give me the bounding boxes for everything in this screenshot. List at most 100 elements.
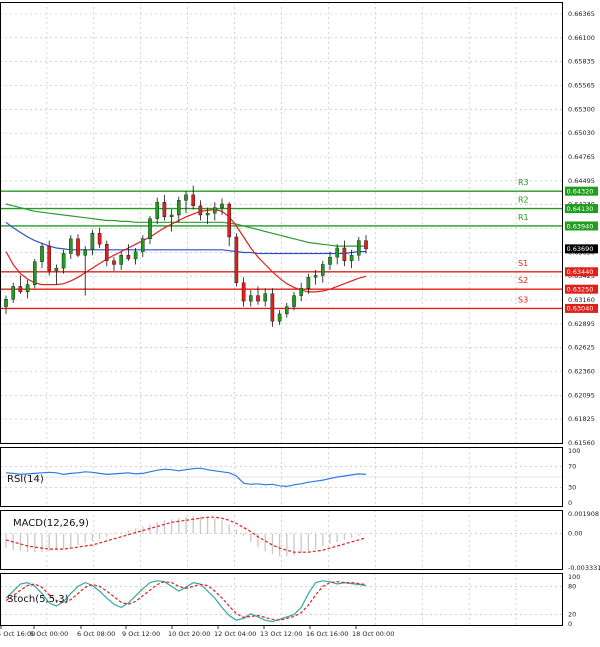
x-tick-label: 16 Oct 16:00 — [306, 630, 348, 638]
current-price-tag — [565, 244, 598, 254]
current-price-label: 0.63690 — [567, 245, 594, 253]
price-y-tick-label: 0.62095 — [568, 391, 595, 399]
x-tick-label: 10 Oct 20:00 — [168, 630, 210, 638]
candle-body — [248, 295, 253, 302]
level-value-label: 0.63440 — [567, 268, 594, 276]
stoch-y-tick-label: 100 — [568, 573, 580, 581]
macd-signal-line — [5, 516, 367, 553]
moving-average-line — [5, 208, 367, 293]
price-y-tick-label: 0.65565 — [568, 82, 595, 90]
candle-body — [11, 286, 16, 300]
level-value-tag — [565, 221, 598, 231]
level-value-tag — [565, 284, 598, 294]
x-tick-label: 5 Oct 00:00 — [30, 630, 68, 638]
rsi-y-tick-label: 70 — [568, 463, 576, 471]
price-y-tick-label: 0.65835 — [568, 58, 595, 66]
candle-body — [47, 245, 51, 272]
price-y-tick-label: 0.66365 — [568, 10, 595, 18]
price-y-tick-label: 0.64495 — [568, 177, 595, 185]
candle-body — [104, 244, 109, 261]
level-name-s1: S1 — [518, 259, 528, 268]
rsi-y-tick-label: 100 — [568, 447, 580, 455]
candle-body — [40, 245, 44, 262]
candle-body — [119, 255, 123, 265]
candle-body — [306, 277, 311, 289]
x-tick-label: 4 Oct 16:00 — [0, 630, 35, 638]
candle-body — [349, 255, 354, 261]
candle-body — [191, 194, 196, 207]
price-y-tick-label: 0.64765 — [568, 153, 595, 161]
level-name-r2: R2 — [518, 196, 529, 205]
candle-body — [112, 260, 116, 265]
candle-body — [256, 295, 260, 302]
stoch-frame — [0, 573, 563, 626]
candle-body — [97, 233, 102, 245]
rsi-frame — [0, 447, 563, 507]
candle-body — [321, 264, 325, 276]
level-value-label: 0.64130 — [567, 205, 594, 213]
stoch-d-line — [5, 581, 367, 621]
level-value-tag — [565, 204, 598, 214]
level-value-label: 0.63040 — [567, 305, 594, 313]
candle-body — [155, 201, 160, 219]
candle-body — [328, 256, 332, 265]
x-tick-label: 6 Oct 08:00 — [77, 630, 115, 638]
candle-body — [140, 238, 145, 252]
candle-body — [299, 288, 304, 296]
price-y-tick-label: 0.62625 — [568, 344, 595, 352]
level-value-tag — [565, 186, 598, 196]
stoch-y-tick-label: 20 — [568, 611, 576, 619]
candle-body — [76, 238, 80, 256]
candle-body — [33, 261, 37, 285]
candle-body — [4, 299, 8, 307]
candle-body — [364, 240, 368, 250]
candle-body — [205, 212, 210, 216]
candle-body — [184, 194, 188, 201]
price-y-tick-label: 0.61825 — [568, 415, 595, 423]
macd-label: MACD(12,26,9) — [13, 518, 89, 529]
price-y-tick-label: 0.65030 — [568, 129, 595, 137]
level-value-tag — [565, 267, 598, 277]
candle-body — [162, 201, 167, 218]
candle-body — [277, 313, 282, 322]
candle-body — [148, 218, 152, 240]
stoch-label: Stoch(5,5,3) — [7, 594, 69, 605]
candle-body — [342, 247, 347, 261]
x-tick-label: 12 Oct 04:00 — [214, 630, 256, 638]
macd-frame — [0, 510, 563, 570]
candle-body — [83, 249, 87, 256]
candle-body — [313, 275, 318, 278]
candle-body — [220, 203, 224, 208]
macd-y-tick-label: 0.00 — [568, 530, 582, 538]
stoch-y-tick-label: 0 — [568, 620, 572, 628]
price-y-tick-label: 0.61560 — [568, 439, 595, 447]
stoch-k-line — [5, 580, 367, 623]
candle-body — [25, 284, 30, 293]
x-tick-label: 18 Oct 00:00 — [352, 630, 394, 638]
level-value-label: 0.64320 — [567, 187, 594, 195]
candle-body — [90, 233, 95, 250]
level-value-label: 0.63940 — [567, 222, 594, 230]
candle-body — [285, 306, 289, 315]
level-name-s2: S2 — [518, 276, 528, 285]
level-value-label: 0.63250 — [567, 285, 594, 293]
moving-average-line — [5, 221, 366, 255]
level-name-s3: S3 — [518, 295, 528, 304]
level-name-r1: R1 — [518, 213, 529, 222]
stoch-y-tick-label: 80 — [568, 582, 576, 590]
rsi-line — [5, 467, 367, 488]
candle-body — [54, 267, 59, 272]
level-value-tag — [565, 303, 598, 313]
price-frame — [0, 2, 563, 444]
candle-body — [241, 282, 246, 302]
candle-body — [335, 247, 340, 258]
candle-body — [227, 203, 232, 238]
candle-body — [126, 255, 131, 260]
price-y-tick-label: 0.65300 — [568, 105, 595, 113]
rsi-y-tick-label: 30 — [568, 483, 576, 491]
candle-body — [169, 214, 174, 218]
x-tick-label: 9 Oct 12:00 — [122, 630, 160, 638]
macd-y-tick-label: -0.003331 — [568, 564, 600, 572]
rsi-label: RSI(14) — [7, 474, 44, 485]
